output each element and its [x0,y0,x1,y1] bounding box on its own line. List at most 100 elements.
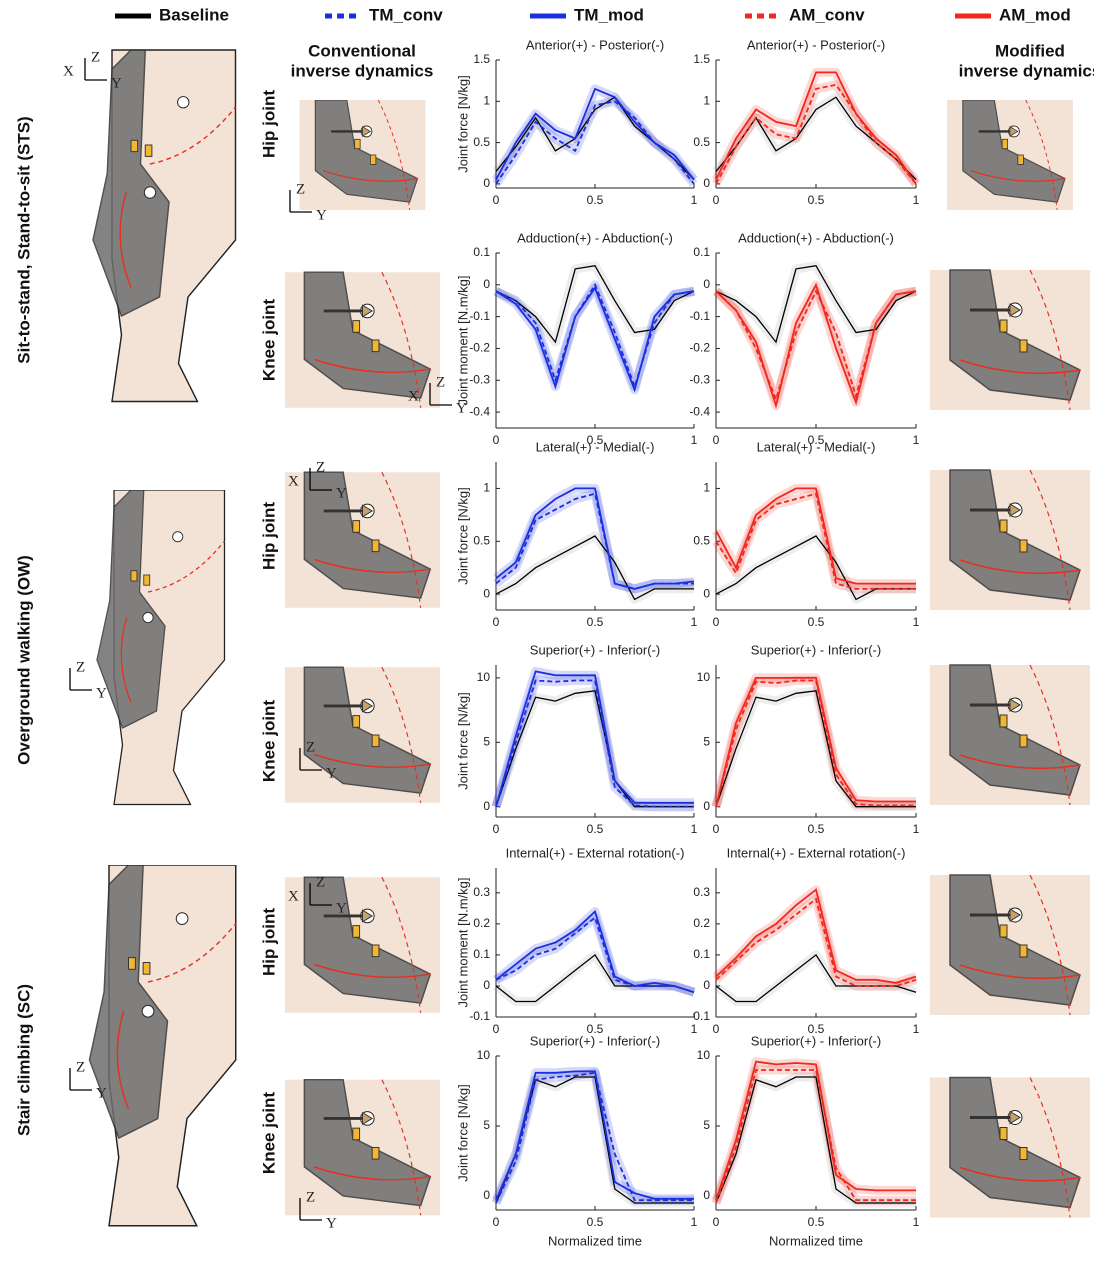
x-tick-label: 1 [691,822,698,836]
y-tick-label: 0.5 [693,135,710,149]
chart: Internal(+) - External rotation(-)-0.100… [689,845,919,1036]
triad-label: Z [306,1189,315,1205]
triad-label: Z [436,374,445,390]
x-tick-label: 0 [713,193,720,207]
joint-label: Hip joint [259,90,278,158]
y-tick-label: 5 [483,1118,490,1132]
y-tick-label: -0.2 [469,341,490,355]
chart: Internal(+) - External rotation(-)-0.100… [455,845,697,1036]
y-tick-label: -0.4 [469,404,490,418]
column-header: Conventional [308,41,416,60]
y-tick-label: 0 [483,277,490,291]
triad-label: Y [96,685,107,701]
chart: Lateral(+) - Medial(-)00.5100.51Joint fo… [455,439,697,629]
column-header: inverse dynamics [959,61,1094,80]
y-tick-label: 0.5 [693,533,710,547]
chart: Adduction(+) - Abduction(-)0.10-0.1-0.2-… [689,230,919,447]
legend-label: AM_mod [999,5,1071,24]
x-tick-label: 0.5 [587,1215,604,1229]
chart-title: Adduction(+) - Abduction(-) [517,230,673,245]
y-tick-label: -0.3 [689,372,710,386]
y-tick-label: 0.1 [693,245,710,259]
x-tick-label: 1 [913,433,920,447]
y-tick-label: 0 [703,1188,710,1202]
triad-label: X [288,473,299,489]
y-tick-label: 1.5 [693,52,710,66]
triad-label: Y [316,207,327,223]
series-band [716,890,916,983]
y-axis-label: Joint force [N/kg] [455,75,470,173]
joint-label: Hip joint [259,908,278,976]
y-tick-label: 0.2 [473,916,490,930]
x-tick-label: 0 [493,1215,500,1229]
y-tick-label: 0 [483,176,490,190]
x-axis-label: Normalized time [769,1233,863,1248]
x-tick-label: 1 [691,1022,698,1036]
y-tick-label: 0 [703,978,710,992]
x-tick-label: 0 [713,433,720,447]
triad-label: Y [336,485,347,501]
chart: Superior(+) - Inferior(-)051000.51 [697,642,920,836]
chart-title: Superior(+) - Inferior(-) [530,1033,660,1048]
joint-label: Knee joint [259,700,278,783]
y-tick-label: 10 [697,670,711,684]
x-tick-label: 0 [493,1022,500,1036]
y-tick-label: 10 [477,670,491,684]
joint-label: Knee joint [259,1092,278,1175]
x-tick-label: 1 [913,1022,920,1036]
y-tick-label: 0 [483,1188,490,1202]
chart-title: Lateral(+) - Medial(-) [757,439,876,454]
triad-label: Y [336,900,347,916]
triad-label: X [288,888,299,904]
x-tick-label: 0 [493,822,500,836]
y-tick-label: -0.1 [469,309,490,323]
triad-label: Z [316,874,325,890]
column-header: inverse dynamics [291,61,434,80]
y-tick-label: -0.4 [689,404,710,418]
x-tick-label: 0 [713,1022,720,1036]
y-tick-label: -0.3 [469,372,490,386]
y-axis-label: Joint force [N/kg] [455,692,470,790]
y-tick-label: 1 [483,93,490,107]
y-tick-label: 0 [703,799,710,813]
x-tick-label: 0.5 [808,1215,825,1229]
chart-title: Anterior(+) - Posterior(-) [526,37,664,52]
triad-label: Z [306,739,315,755]
x-tick-label: 0 [713,615,720,629]
y-tick-label: 0.5 [473,135,490,149]
row-label: Stair climbing (SC) [14,984,33,1136]
x-tick-label: 1 [913,822,920,836]
x-tick-label: 0 [493,615,500,629]
row-label: Overground walking (OW) [14,555,33,765]
legend-label: AM_conv [789,5,865,24]
y-axis-label: Joint force [N/kg] [455,487,470,585]
x-tick-label: 0 [493,193,500,207]
chart-title: Superior(+) - Inferior(-) [530,642,660,657]
column-header: Modified [995,41,1065,60]
x-tick-label: 1 [913,193,920,207]
x-tick-label: 0.5 [808,822,825,836]
joint-label: Knee joint [259,299,278,382]
y-tick-label: 0 [703,277,710,291]
figure: Conventional inverse dynamics Modified i… [0,0,1094,1265]
x-tick-label: 0.5 [587,822,604,836]
triad-label: Z [76,659,85,675]
chart-title: Anterior(+) - Posterior(-) [747,37,885,52]
legend-label: TM_mod [574,5,644,24]
chart-title: Lateral(+) - Medial(-) [536,439,655,454]
y-tick-label: 0.3 [693,885,710,899]
y-tick-label: 0.1 [473,947,490,961]
x-tick-label: 1 [691,433,698,447]
chart: Adduction(+) - Abduction(-)0.10-0.1-0.2-… [455,230,697,447]
y-tick-label: 0 [703,176,710,190]
x-tick-label: 1 [691,1215,698,1229]
x-tick-label: 0.5 [808,615,825,629]
x-tick-label: 1 [691,193,698,207]
y-tick-label: 0.3 [473,885,490,899]
chart-title: Superior(+) - Inferior(-) [751,642,881,657]
series-band [496,101,694,184]
triad-label: X [63,63,74,79]
y-tick-label: -0.1 [689,1009,710,1023]
